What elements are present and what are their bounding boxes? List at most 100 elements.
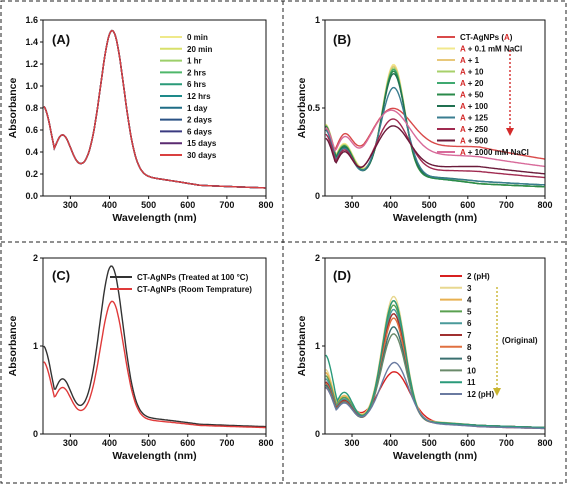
panel-a-ytick-label: 1.4 xyxy=(25,37,38,47)
panel-a-xtick-label: 700 xyxy=(219,200,234,210)
panel-a-xtick-label: 500 xyxy=(141,200,156,210)
panel-d-ytick-label: 1 xyxy=(315,341,320,351)
panel-a-legend-entry: 6 hrs xyxy=(187,80,207,89)
panel-a-ylabel: Absorbance xyxy=(7,78,19,139)
panel-c-label: (C) xyxy=(52,268,70,283)
panel-a-ytick-label: 1.0 xyxy=(25,81,38,91)
panel-c-xtick-label: 800 xyxy=(258,438,273,448)
panel-d-legend-entry: 12 (pH) xyxy=(467,390,494,399)
panel-c: 300 400 500 600 700 800 0 1 2 Wavelength (nm) Abso… xyxy=(7,253,274,462)
panel-d: 300 400 500 600 700 800 0 1 2 Wavelength (nm) Abso… xyxy=(296,253,553,462)
panel-b-legend-entry: A + 125 xyxy=(460,114,489,123)
panel-b-trend-arrow-head xyxy=(506,128,514,136)
panel-c-legend-entry: CT-AgNPs (Room Temprature) xyxy=(137,285,252,294)
panel-a-ytick-label: 0.2 xyxy=(25,169,38,179)
panel-b-xlabel: Wavelength (nm) xyxy=(393,212,477,224)
panel-d-legend-entry: 7 xyxy=(467,331,472,340)
panel-a-xlabel: Wavelength (nm) xyxy=(112,212,196,224)
panel-a-legend-entry: 12 hrs xyxy=(187,92,211,101)
panel-a-legend-entry: 15 days xyxy=(187,139,217,148)
panel-c-ylabel: Absorbance xyxy=(7,316,19,377)
panel-b-legend-entry: A + 50 xyxy=(460,91,484,100)
panel-b-series-line-1 xyxy=(325,107,545,160)
panel-b-ytick-label: 1 xyxy=(315,15,320,25)
panel-d-trend-arrow-head xyxy=(493,388,501,396)
panel-c-ytick-label: 2 xyxy=(33,253,38,263)
panel-b-xtick-label: 700 xyxy=(499,200,514,210)
panel-b-xtick-label: 300 xyxy=(345,200,360,210)
panel-b: 300 400 500 600 700 800 0 0.5 1 Wavelength (nm) Ab… xyxy=(296,15,553,224)
panel-a-series-line-11 xyxy=(43,29,266,189)
panel-a-label: (A) xyxy=(52,32,70,47)
panel-a-xtick-label: 800 xyxy=(258,200,273,210)
panel-c-xtick-label: 500 xyxy=(141,438,156,448)
panel-c-xtick-label: 400 xyxy=(102,438,117,448)
panel-c-legend-entry: CT-AgNPs (Treated at 100 °C) xyxy=(137,273,249,282)
panel-b-ytick-label: 0 xyxy=(315,191,320,201)
panel-a-legend-entry: 1 day xyxy=(187,104,208,113)
panel-a-xtick-label: 600 xyxy=(180,200,195,210)
panel-c-ytick-label: 1 xyxy=(33,341,38,351)
panel-b-xtick-label: 600 xyxy=(460,200,475,210)
panel-b-legend-entry: A + 100 xyxy=(460,102,489,111)
panel-d-xlabel: Wavelength (nm) xyxy=(393,450,477,462)
panel-b-ytick-label: 0.5 xyxy=(307,103,320,113)
panel-c-xtick-label: 600 xyxy=(180,438,195,448)
panel-d-ytick-label: 0 xyxy=(315,429,320,439)
panel-d-legend-entry: 10 xyxy=(467,366,476,375)
panel-c-series-line-1 xyxy=(43,265,266,428)
panel-d-legend-entry: 3 xyxy=(467,284,472,293)
panel-a-legend-entry: 2 hrs xyxy=(187,68,207,77)
panel-a-ytick-label: 0.8 xyxy=(25,103,38,113)
panel-a: 300 400 500 600 700 800 0.0 0.2 0.4 0.6 0.8 1.0 1.2 1… xyxy=(7,15,274,224)
panel-a-ytick-label: 1.2 xyxy=(25,59,38,69)
panel-d-ylabel: Absorbance xyxy=(296,316,308,377)
panel-b-legend-entry: A + 1 xyxy=(460,56,480,65)
panel-d-legend-entry: 5 xyxy=(467,307,472,316)
panel-a-ytick-label: 0.0 xyxy=(25,191,38,201)
panel-d-ytick-label: 2 xyxy=(315,253,320,263)
panel-b-legend-entry: CT-AgNPs (A) xyxy=(460,33,513,42)
panel-c-series-line-2 xyxy=(43,300,266,429)
panel-a-ytick-label: 0.6 xyxy=(25,125,38,135)
panel-d-legend-entry: 6 xyxy=(467,319,472,328)
panel-b-legend-entry: A + 250 xyxy=(460,125,489,134)
panel-b-series-line-11 xyxy=(325,109,545,168)
panel-b-series-line-8 xyxy=(325,86,545,186)
panel-c-xtick-label: 300 xyxy=(63,438,78,448)
panel-c-xlabel: Wavelength (nm) xyxy=(112,450,196,462)
panel-a-xtick-label: 400 xyxy=(102,200,117,210)
panel-d-legend-entry: 4 xyxy=(467,296,472,305)
panel-a-legend-entry: 0 min xyxy=(187,33,208,42)
panel-b-legend-entry: A + 500 xyxy=(460,137,489,146)
panel-d-series-line-11 xyxy=(325,361,545,430)
panel-d-xtick-label: 300 xyxy=(345,438,360,448)
panel-a-ytick-label: 0.4 xyxy=(25,147,38,157)
panel-d-xtick-label: 800 xyxy=(537,438,552,448)
panel-b-legend-entry: A + 10 xyxy=(460,68,484,77)
panel-b-legend-entry: A + 0.1 mM NaCl xyxy=(460,45,522,54)
panel-d-label: (D) xyxy=(333,268,351,283)
panel-d-xtick-label: 400 xyxy=(383,438,398,448)
panel-d-legend-entry: 2 (pH) xyxy=(467,272,490,281)
panel-c-ytick-label: 0 xyxy=(33,429,38,439)
panel-d-legend-entry: 9 xyxy=(467,355,472,364)
panel-c-xtick-label: 700 xyxy=(219,438,234,448)
panel-a-xtick-label: 300 xyxy=(63,200,78,210)
panel-a-legend-entry: 20 min xyxy=(187,45,212,54)
panel-b-ylabel: Absorbance xyxy=(296,78,308,139)
panel-b-xtick-label: 500 xyxy=(422,200,437,210)
panel-a-ytick-label: 1.6 xyxy=(25,15,38,25)
panel-a-legend-entry: 6 days xyxy=(187,127,212,136)
panel-b-series-line-10 xyxy=(325,125,545,175)
panel-d-annotation-label: (Original) xyxy=(502,336,538,345)
panel-d-legend-entry: 11 xyxy=(467,378,476,387)
panel-a-legend-entry: 1 hr xyxy=(187,57,202,66)
panel-d-legend-entry: 8 xyxy=(467,343,472,352)
panel-d-xtick-label: 700 xyxy=(499,438,514,448)
panel-d-xtick-label: 600 xyxy=(460,438,475,448)
panel-b-legend-entry: A + 1000 mM NaCl xyxy=(460,148,529,157)
panel-b-xtick-label: 800 xyxy=(537,200,552,210)
panel-a-legend-entry: 30 days xyxy=(187,151,217,160)
